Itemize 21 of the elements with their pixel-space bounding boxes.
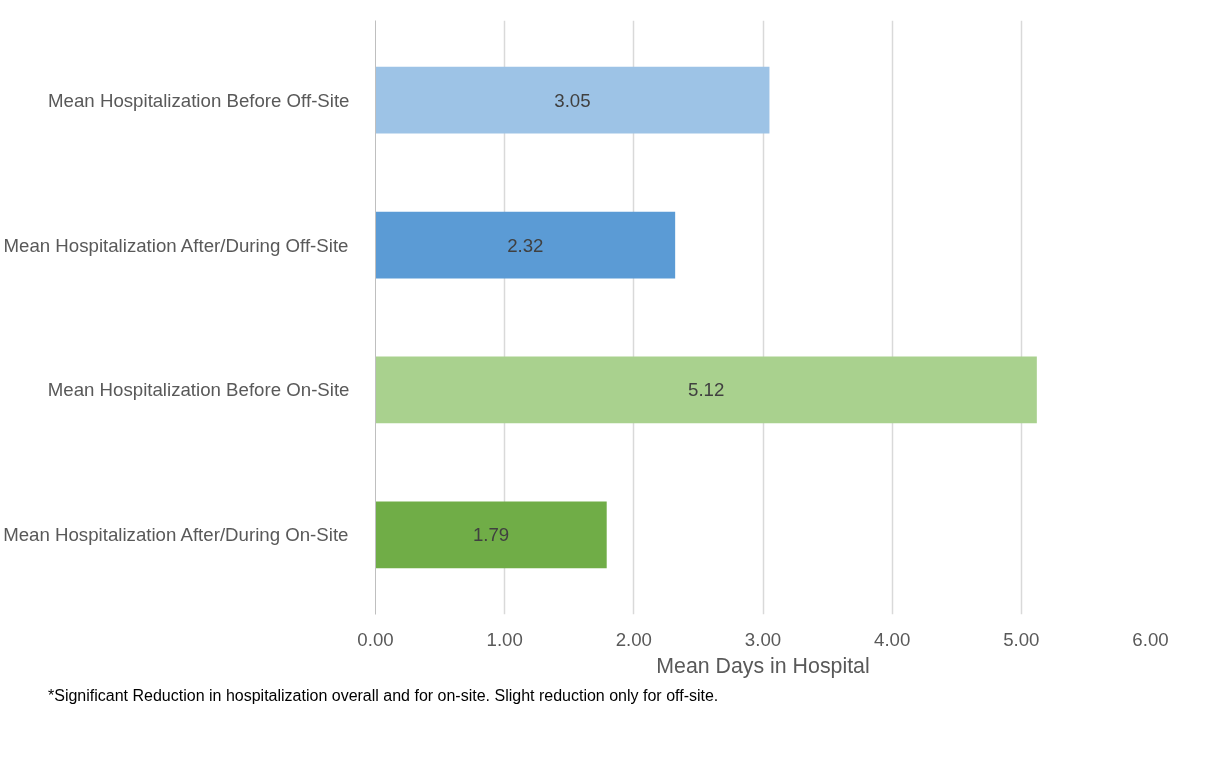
x-tick-label: 5.00 xyxy=(1003,628,1040,650)
y-tick-label: Mean Hospitalization After/During On-Site xyxy=(3,524,349,546)
x-axis-title: Mean Days in Hospital xyxy=(656,653,870,678)
bar xyxy=(375,501,607,569)
data-label: 5.12 xyxy=(688,379,725,401)
data-label: 3.05 xyxy=(554,89,591,111)
text: *Significant Reduction in hospitalization overall and for on-site. Slight reduction only for off-site. xyxy=(48,686,719,706)
data-label: 2.32 xyxy=(507,234,544,256)
bar xyxy=(375,211,676,279)
x-tick-label: 6.00 xyxy=(1132,628,1169,650)
y-tick-label: Mean Hospitalization Before On-Site xyxy=(47,379,350,401)
x-tick-label: 1.00 xyxy=(486,628,523,650)
y-tick-label: Mean Hospitalization After/During Off-Site xyxy=(3,234,349,256)
y-tick-label: Mean Hospitalization Before Off-Site xyxy=(48,89,350,111)
bar xyxy=(375,356,1037,424)
x-tick-label: 0.00 xyxy=(357,628,394,650)
x-tick-label: 4.00 xyxy=(874,628,911,650)
bar xyxy=(375,66,770,134)
x-tick-label: 2.00 xyxy=(615,628,652,650)
x-tick-label: 3.00 xyxy=(744,628,782,650)
data-label: 1.79 xyxy=(472,524,510,546)
